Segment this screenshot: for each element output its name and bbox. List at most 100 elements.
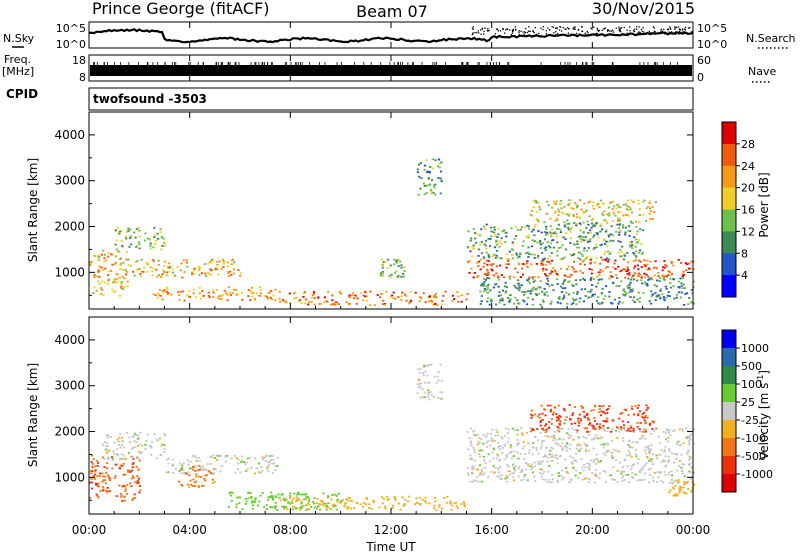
data-cell — [591, 427, 594, 430]
data-cell — [474, 237, 477, 240]
data-cell — [163, 241, 166, 244]
data-cell — [495, 254, 498, 257]
data-cell — [660, 461, 663, 464]
nsearch-dot — [511, 32, 513, 34]
data-cell — [603, 253, 606, 256]
data-cell — [630, 240, 633, 243]
data-cell — [380, 496, 383, 498]
data-cell — [577, 443, 580, 446]
data-cell — [104, 445, 107, 448]
data-cell — [500, 436, 504, 439]
data-cell — [479, 455, 482, 458]
data-cell — [124, 457, 127, 460]
data-cell — [545, 228, 548, 230]
data-cell — [394, 270, 398, 273]
data-cell — [690, 489, 693, 492]
data-cell — [544, 424, 547, 427]
data-cell — [541, 419, 544, 421]
data-cell — [565, 213, 569, 216]
data-cell — [528, 290, 531, 293]
data-cell — [118, 295, 122, 297]
data-cell — [634, 272, 637, 275]
data-cell — [430, 363, 433, 366]
data-cell — [688, 435, 691, 437]
data-cell — [606, 257, 609, 260]
data-cell — [189, 483, 193, 486]
data-cell — [253, 298, 256, 300]
data-cell — [527, 296, 530, 299]
data-cell — [184, 471, 187, 474]
data-cell — [219, 298, 222, 300]
data-cell — [106, 474, 109, 477]
data-cell — [557, 472, 560, 474]
data-cell — [202, 295, 205, 297]
data-cell — [136, 455, 139, 458]
data-cell — [199, 467, 202, 470]
data-cell — [222, 266, 225, 268]
data-cell — [511, 464, 515, 467]
data-cell — [201, 485, 204, 487]
data-cell — [481, 282, 484, 285]
data-cell — [539, 303, 542, 306]
data-cell — [678, 491, 681, 494]
data-cell — [563, 280, 566, 283]
data-cell — [512, 276, 516, 278]
data-cell — [564, 248, 567, 251]
data-cell — [528, 449, 531, 452]
data-cell — [246, 457, 249, 460]
data-cell — [648, 202, 651, 204]
data-cell — [114, 475, 117, 477]
data-cell — [473, 429, 476, 432]
data-cell — [628, 235, 631, 237]
data-cell — [250, 286, 254, 289]
data-cell — [511, 243, 514, 245]
data-cell — [593, 436, 596, 439]
nsearch-dot — [585, 33, 587, 35]
data-cell — [337, 492, 340, 495]
data-cell — [436, 375, 439, 378]
data-cell — [556, 457, 559, 460]
data-cell — [134, 446, 137, 449]
data-cell — [516, 444, 519, 446]
data-cell — [645, 404, 648, 407]
data-cell — [583, 247, 586, 250]
data-cell — [122, 261, 125, 264]
data-cell — [652, 420, 655, 423]
data-cell — [197, 484, 200, 487]
data-cell — [304, 298, 307, 301]
data-cell — [270, 506, 274, 509]
data-cell — [568, 202, 571, 205]
data-cell — [565, 416, 568, 418]
data-cell — [389, 264, 392, 267]
data-cell — [554, 219, 557, 222]
data-cell — [120, 495, 123, 497]
data-cell — [115, 239, 118, 242]
data-cell — [668, 481, 671, 484]
data-cell — [483, 278, 486, 280]
data-cell — [680, 291, 683, 294]
data-cell — [490, 298, 493, 301]
data-cell — [617, 265, 620, 268]
data-cell — [681, 273, 684, 276]
data-cell — [381, 271, 385, 274]
data-cell — [631, 276, 634, 279]
data-cell — [194, 466, 197, 469]
data-cell — [394, 499, 397, 501]
data-cell — [622, 427, 625, 429]
data-cell — [486, 291, 489, 294]
data-cell — [131, 436, 134, 438]
data-cell — [208, 273, 211, 275]
data-cell — [267, 498, 270, 501]
data-cell — [180, 468, 183, 471]
data-cell — [587, 467, 591, 470]
data-cell — [655, 457, 658, 460]
data-cell — [264, 460, 267, 462]
data-cell — [519, 427, 522, 430]
data-cell — [508, 275, 511, 278]
data-cell — [245, 500, 248, 503]
data-cell — [622, 203, 625, 206]
data-cell — [489, 444, 492, 447]
data-cell — [418, 379, 421, 382]
data-cell — [477, 480, 480, 483]
data-cell — [577, 417, 580, 420]
